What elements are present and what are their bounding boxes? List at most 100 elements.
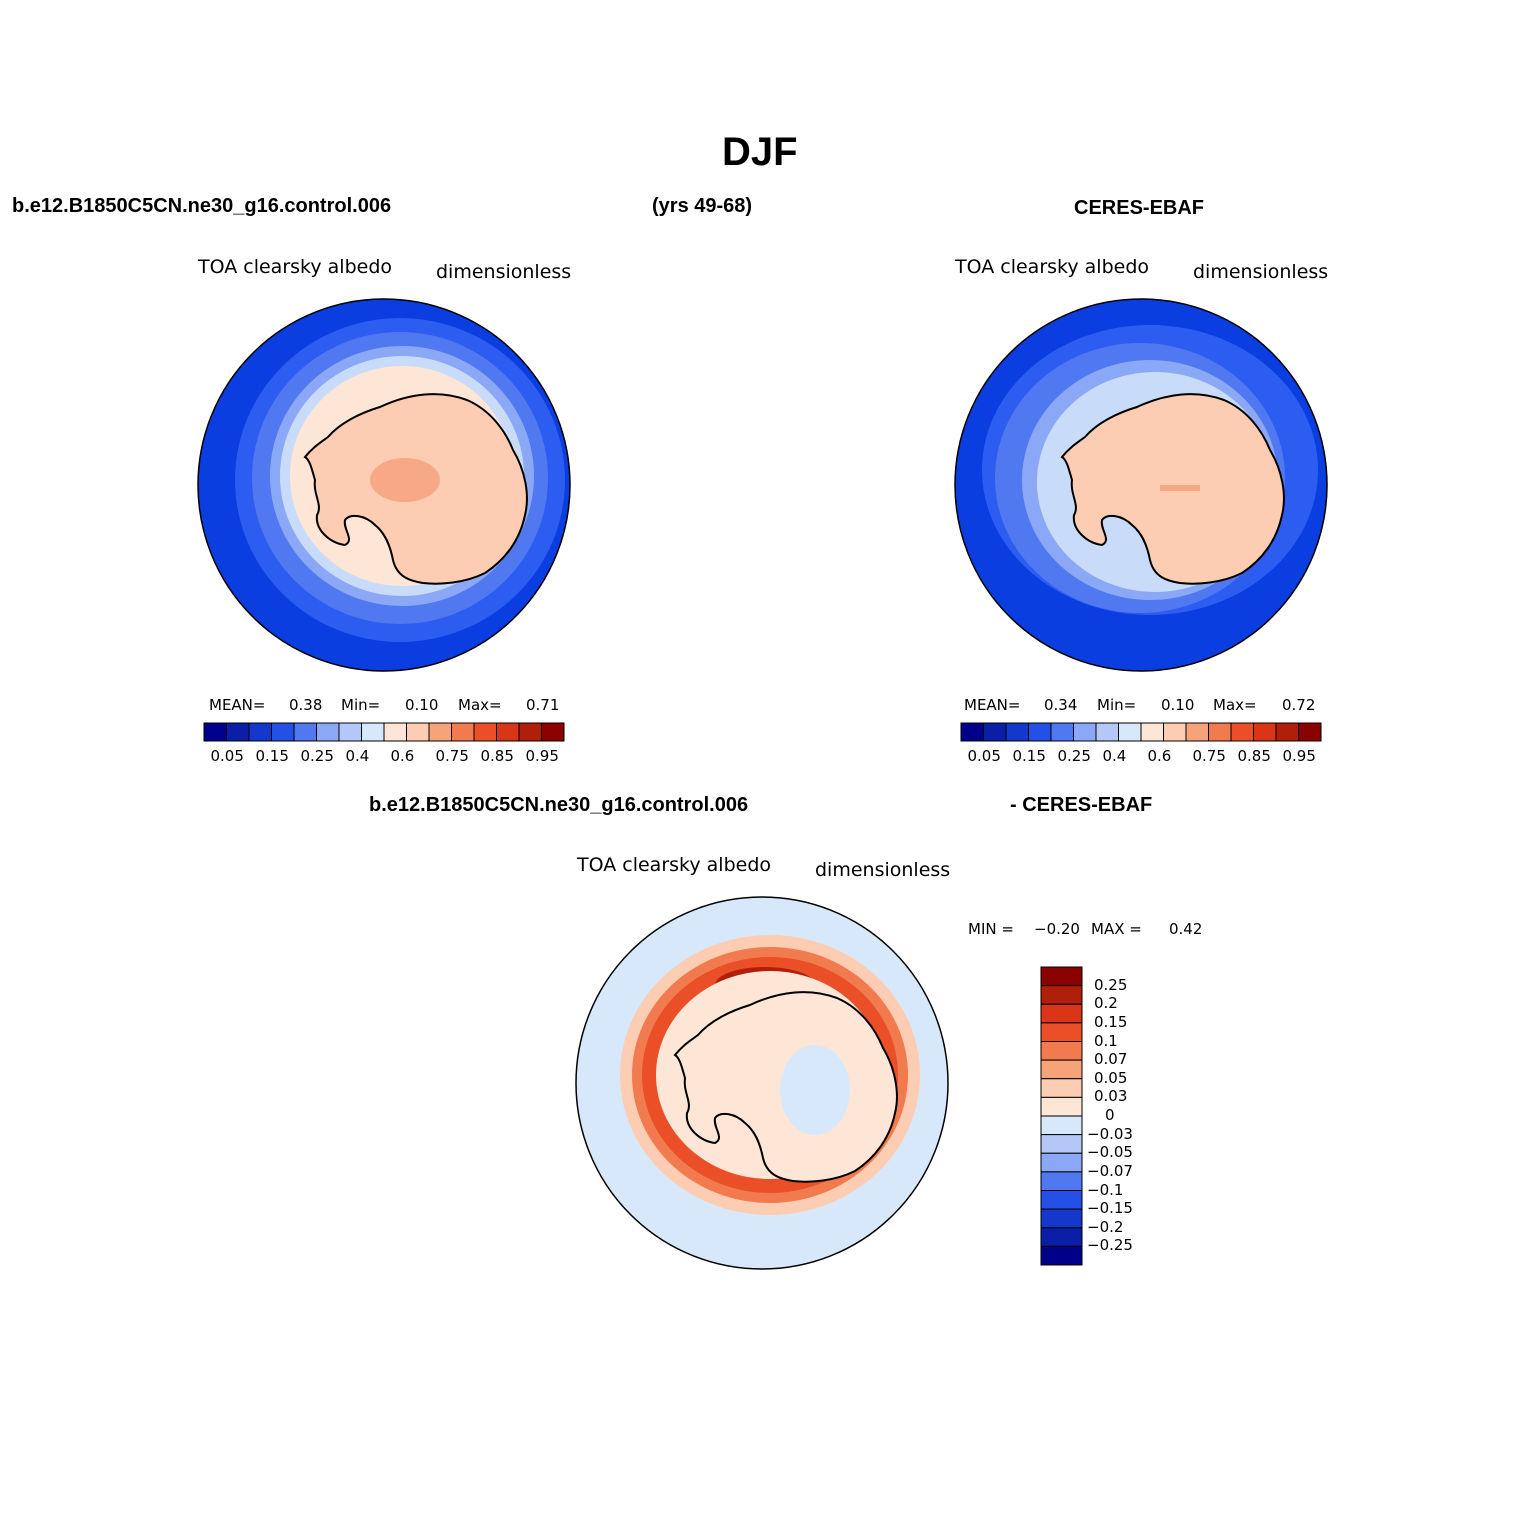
diff-min-value: −0.20: [1034, 920, 1080, 938]
colorbar-swatch: [1040, 985, 1083, 1005]
colorbar-swatch: [496, 722, 520, 742]
colorbar-tick-label: 0.03: [1094, 1087, 1128, 1106]
colorbar-tick-label: 0.95: [1282, 747, 1316, 765]
colorbar-swatch: [1040, 1152, 1083, 1173]
obs-mean-value: 0.34: [1044, 696, 1078, 714]
colorbar-swatch: [1028, 722, 1052, 742]
colorbar-tick-label: 0.15: [1012, 747, 1046, 765]
obs-min-label: Min=: [1097, 696, 1137, 714]
colorbar-swatch: [1040, 1022, 1083, 1042]
colorbar-swatch: [316, 722, 340, 742]
case-name: b.e12.B1850C5CN.ne30_g16.control.006: [12, 195, 392, 217]
colorbar-tick-label: −0.2: [1087, 1217, 1124, 1236]
colorbar-tick-label: −0.1: [1087, 1180, 1124, 1199]
model-map: [198, 299, 570, 671]
obs-max-value: 0.72: [1282, 696, 1316, 714]
colorbar-swatch: [1095, 722, 1119, 742]
colorbar-swatch: [428, 722, 452, 742]
obs-mean-label: MEAN=: [964, 696, 1021, 714]
model-map-border: [197, 298, 571, 672]
colorbar-tick-label: 0.25: [1057, 747, 1091, 765]
page-title: DJF: [722, 130, 798, 174]
obs-min-value: 0.10: [1161, 696, 1195, 714]
model-max-label: Max=: [458, 696, 502, 714]
colorbar-tick-label: 0.05: [210, 747, 244, 765]
obs-map-border: [954, 298, 1328, 672]
colorbar-swatch: [271, 722, 295, 742]
diff-min-label: MIN =: [968, 920, 1014, 938]
colorbar-swatch: [1230, 722, 1254, 742]
colorbar-swatch: [1163, 722, 1187, 742]
colorbar-tick-label: 0.2: [1094, 994, 1118, 1013]
colorbar-tick-label: −0.03: [1087, 1124, 1133, 1143]
colorbar-swatch: [1040, 1190, 1083, 1210]
colorbar-tick-label: 0.05: [967, 747, 1001, 765]
colorbar-swatch: [541, 722, 565, 742]
colorbar-swatch: [1208, 722, 1232, 742]
obs-name: CERES-EBAF: [1074, 197, 1205, 219]
diff-max-label: MAX =: [1091, 920, 1142, 938]
obs-units-label: dimensionless: [1193, 261, 1329, 283]
colorbar-tick-label: 0.4: [345, 747, 370, 765]
diff-units-label: dimensionless: [815, 859, 951, 881]
colorbar-tick-label: 0.75: [435, 747, 469, 765]
colorbar-swatch: [1073, 722, 1097, 742]
colorbar-swatch: [1253, 722, 1277, 742]
colorbar-tick-label: 0: [1105, 1106, 1115, 1124]
colorbar-tick-label: −0.07: [1087, 1161, 1133, 1180]
diff-case-name: b.e12.B1850C5CN.ne30_g16.control.006: [369, 794, 749, 816]
diff-variable-label: TOA clearsky albedo: [577, 854, 771, 876]
colorbar-swatch: [406, 722, 430, 742]
colorbar-tick-label: 0.85: [480, 747, 514, 765]
colorbar-swatch: [1040, 1134, 1083, 1154]
colorbar-swatch: [1118, 722, 1142, 742]
colorbar-swatch: [983, 722, 1007, 742]
colorbar-tick-label: 0.85: [1237, 747, 1271, 765]
colorbar-swatch: [1040, 1059, 1083, 1080]
colorbar-tick-label: 0.6: [390, 747, 415, 765]
colorbar-swatch: [960, 722, 984, 742]
model-mean-label: MEAN=: [209, 696, 266, 714]
model-min-label: Min=: [341, 696, 381, 714]
colorbar-tick-label: 0.15: [1094, 1012, 1128, 1031]
diff-map-border: [575, 896, 949, 1270]
model-units-label: dimensionless: [436, 261, 572, 283]
colorbar-swatch: [1040, 1003, 1083, 1024]
colorbar-tick-label: 0.05: [1094, 1068, 1128, 1087]
colorbar-swatch: [1005, 722, 1029, 742]
colorbar-swatch: [248, 722, 272, 742]
obs-map: [955, 299, 1327, 671]
colorbar-swatch: [1040, 1115, 1083, 1136]
colorbar-swatch: [1040, 966, 1083, 987]
colorbar-tick-label: −0.15: [1087, 1199, 1133, 1218]
colorbar-tick-label: 0.25: [1094, 975, 1128, 994]
colorbar-tick-label: 0.4: [1102, 747, 1127, 765]
colorbar-swatch: [1040, 1171, 1083, 1191]
obs-colorbar: [960, 722, 1322, 742]
colorbar-swatch: [1185, 722, 1209, 742]
colorbar-swatch: [361, 722, 385, 742]
colorbar-swatch: [1275, 722, 1299, 742]
colorbar-swatch: [226, 722, 250, 742]
colorbar-tick-label: 0.25: [300, 747, 334, 765]
years-label: (yrs 49-68): [652, 195, 753, 217]
colorbar-tick-label: −0.05: [1087, 1143, 1133, 1162]
colorbar-swatch: [1140, 722, 1164, 742]
diff-colorbar: [1040, 966, 1083, 1266]
model-mean-value: 0.38: [289, 696, 323, 714]
diff-obs-name: - CERES-EBAF: [1010, 794, 1153, 816]
diff-max-value: 0.42: [1169, 920, 1203, 938]
model-max-value: 0.71: [526, 696, 560, 714]
model-colorbar: [203, 722, 565, 742]
colorbar-tick-label: 0.95: [525, 747, 559, 765]
colorbar-tick-label: 0.75: [1192, 747, 1226, 765]
colorbar-swatch: [1040, 1245, 1083, 1266]
colorbar-tick-label: 0.15: [255, 747, 289, 765]
model-variable-label: TOA clearsky albedo: [198, 256, 392, 278]
obs-variable-label: TOA clearsky albedo: [955, 256, 1149, 278]
colorbar-swatch: [451, 722, 475, 742]
colorbar-tick-label: −0.25: [1087, 1236, 1133, 1255]
colorbar-swatch: [1040, 1208, 1083, 1229]
colorbar-swatch: [473, 722, 497, 742]
